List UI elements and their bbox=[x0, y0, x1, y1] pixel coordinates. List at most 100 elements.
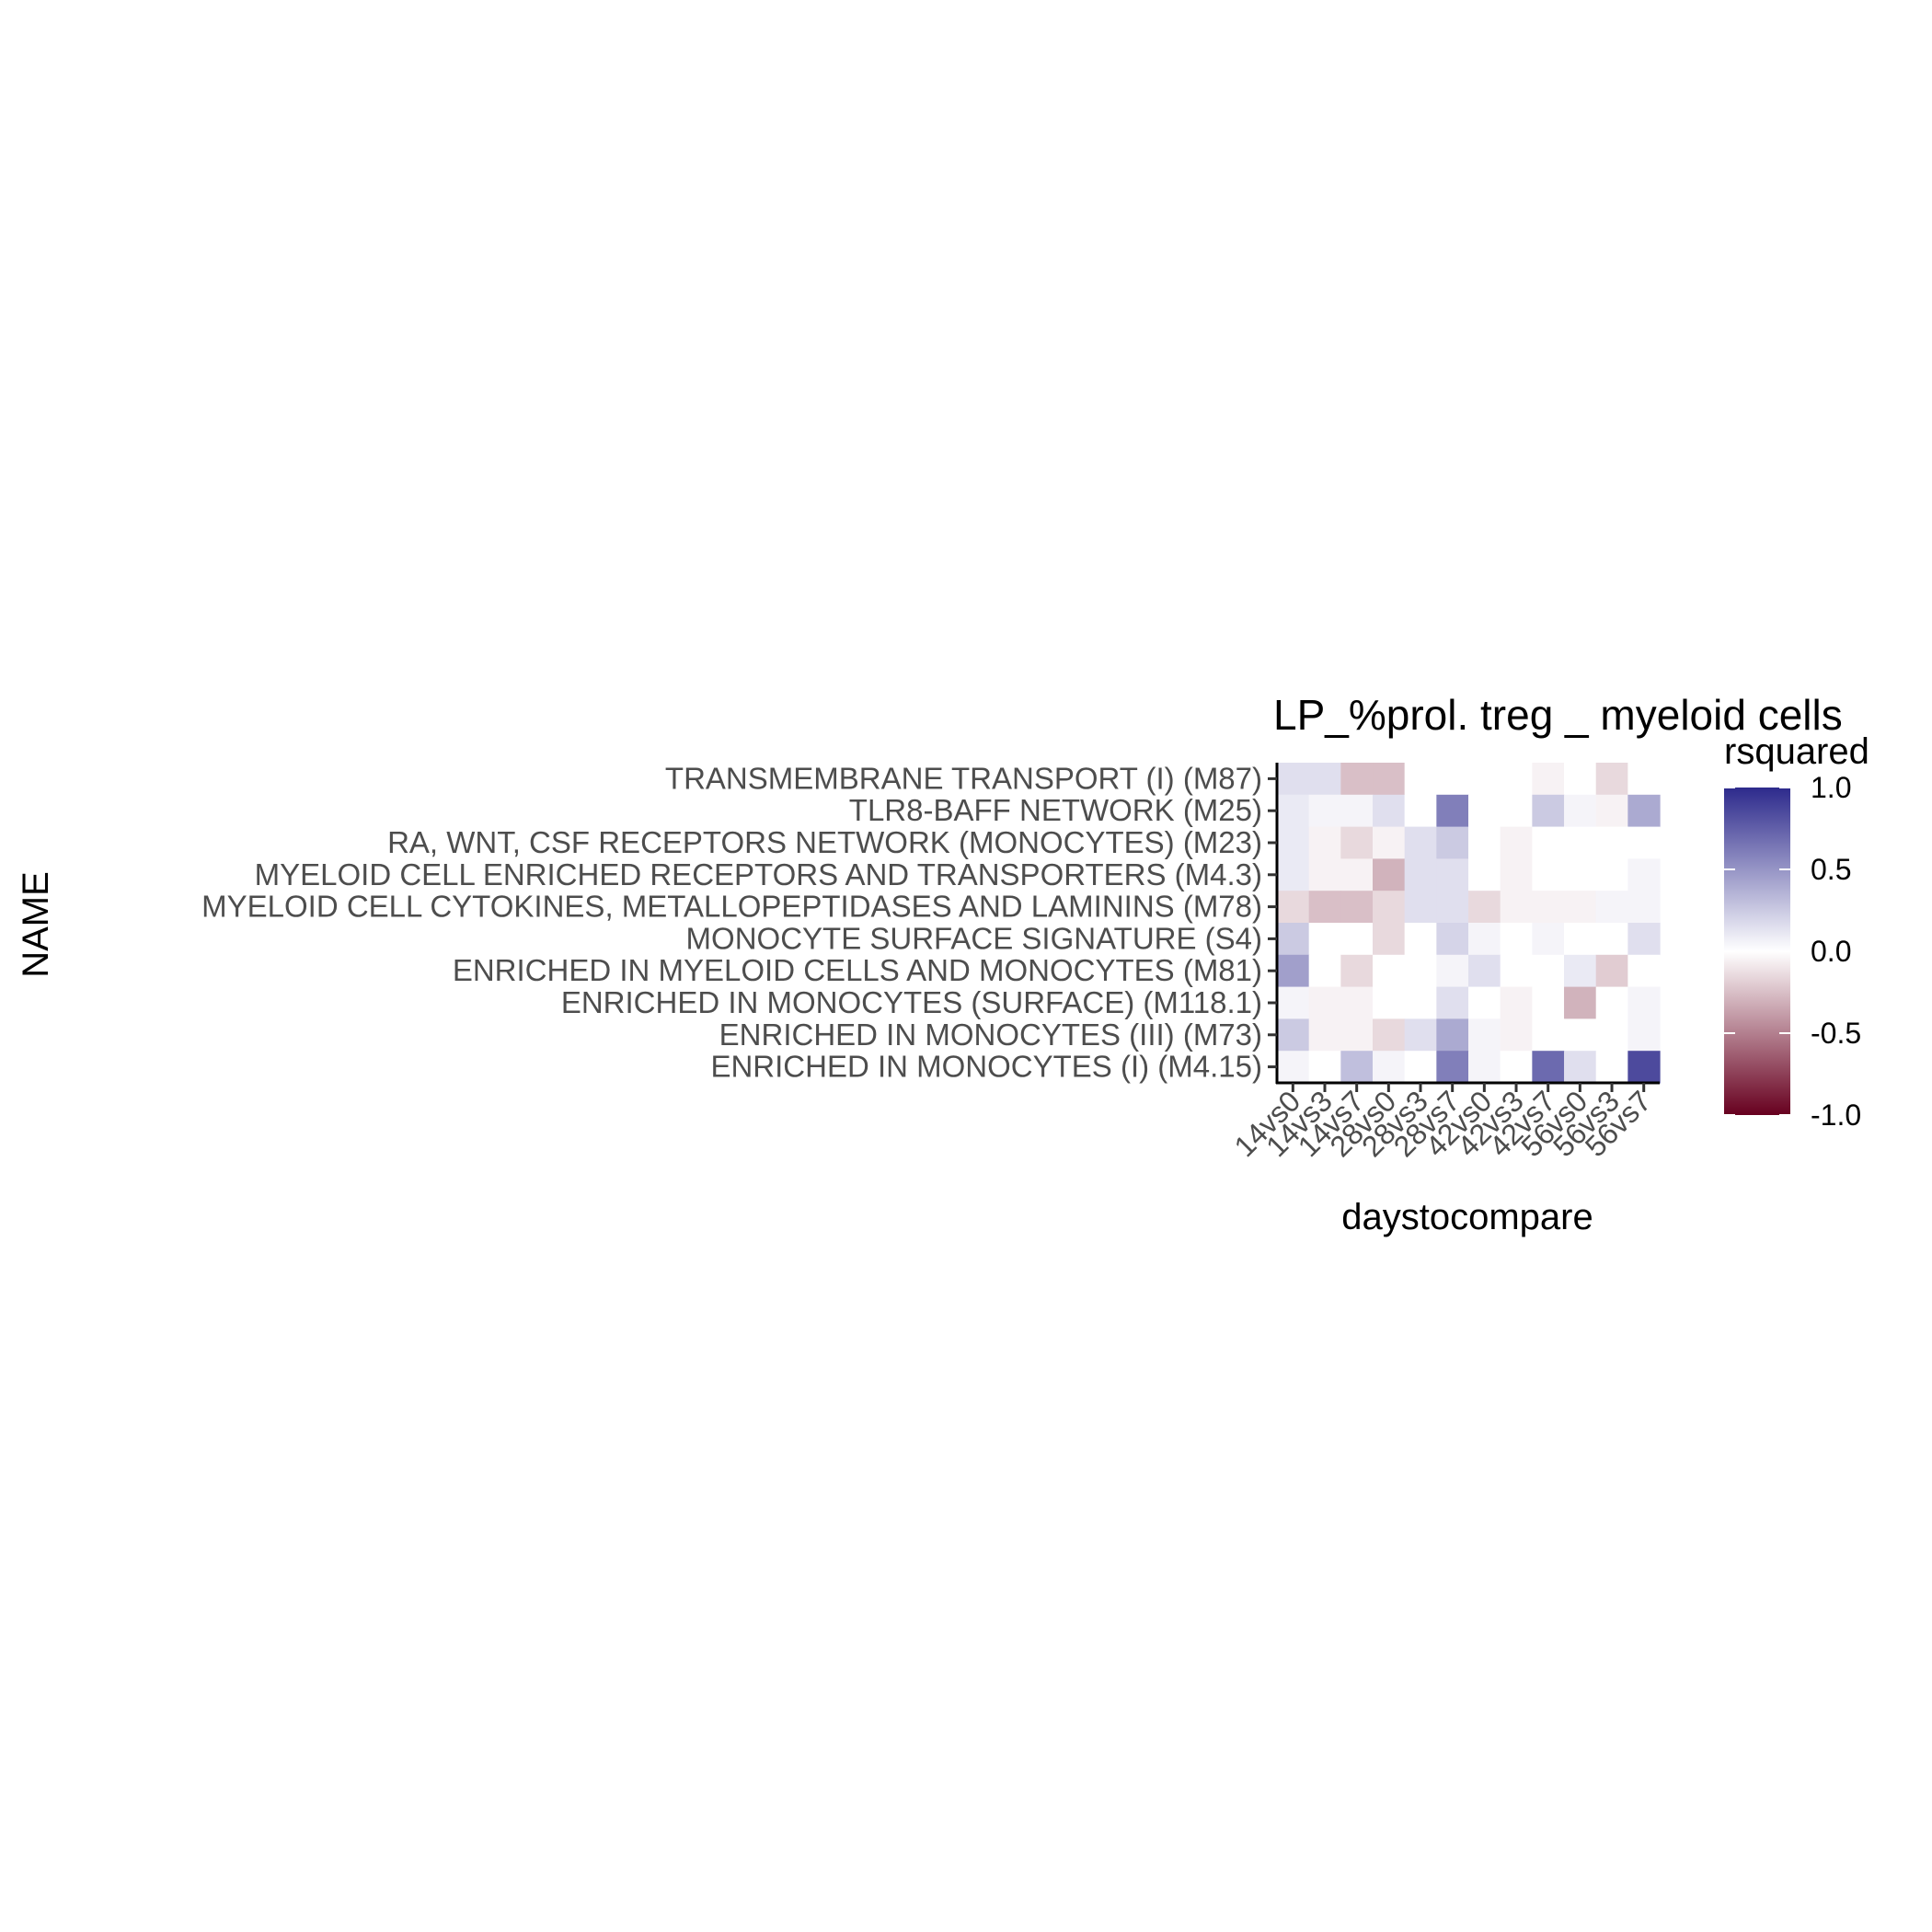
legend-title: rsquared bbox=[1724, 731, 1869, 772]
heatmap-cell bbox=[1340, 1018, 1374, 1052]
y-tick-label: MYELOID CELL CYTOKINES, METALLOPEPTIDASE… bbox=[201, 890, 1262, 924]
heatmap-cell bbox=[1340, 1051, 1374, 1084]
heatmap-cell bbox=[1436, 763, 1469, 796]
heatmap-cell bbox=[1340, 763, 1374, 796]
legend-tick-label: 1.0 bbox=[1811, 771, 1851, 804]
heatmap-cell bbox=[1468, 986, 1501, 1019]
heatmap-cell bbox=[1532, 858, 1565, 891]
heatmap-cell bbox=[1308, 1051, 1341, 1084]
y-tick-label: ENRICHED IN MONOCYTES (III) (M73) bbox=[719, 1018, 1262, 1052]
x-axis-title: daystocompare bbox=[1341, 1197, 1593, 1237]
y-axis-title: NAME bbox=[16, 871, 56, 978]
y-tick-label: RA, WNT, CSF RECEPTORS NETWORK (MONOCYTE… bbox=[387, 825, 1262, 859]
heatmap-cell bbox=[1500, 826, 1533, 859]
heatmap-cell bbox=[1436, 891, 1469, 924]
heatmap-cell bbox=[1340, 923, 1374, 956]
heatmap-cell bbox=[1468, 858, 1501, 891]
heatmap-cell bbox=[1277, 826, 1310, 859]
heatmap-cell bbox=[1373, 923, 1406, 956]
heatmap-cell bbox=[1373, 858, 1406, 891]
heatmap-cell bbox=[1627, 1018, 1661, 1052]
heatmap-cell bbox=[1468, 923, 1501, 956]
heatmap-cell bbox=[1308, 923, 1341, 956]
heatmap-cell bbox=[1436, 1018, 1469, 1052]
heatmap-cell bbox=[1373, 763, 1406, 796]
y-tick-label: MYELOID CELL ENRICHED RECEPTORS AND TRAN… bbox=[255, 857, 1262, 891]
heatmap-cell bbox=[1627, 986, 1661, 1019]
heatmap-cell bbox=[1564, 826, 1597, 859]
heatmap-cell bbox=[1500, 954, 1533, 988]
heatmap-cell bbox=[1277, 891, 1310, 924]
heatmap-cell bbox=[1595, 1051, 1628, 1084]
heatmap-cell bbox=[1532, 986, 1565, 1019]
heatmap-cell bbox=[1308, 826, 1341, 859]
heatmap-cell bbox=[1595, 826, 1628, 859]
heatmap-cell bbox=[1595, 954, 1628, 988]
heatmap-cell bbox=[1436, 986, 1469, 1019]
heatmap-cell bbox=[1532, 794, 1565, 828]
heatmap-cell bbox=[1468, 954, 1501, 988]
heatmap-cell bbox=[1595, 986, 1628, 1019]
heatmap-cell bbox=[1373, 986, 1406, 1019]
heatmap-cell bbox=[1468, 763, 1501, 796]
heatmap-cell bbox=[1340, 794, 1374, 828]
heatmap-cell bbox=[1340, 891, 1374, 924]
legend-tick-label: -0.5 bbox=[1811, 1017, 1861, 1050]
heatmap-cell bbox=[1340, 826, 1374, 859]
y-tick-label: MONOCYTE SURFACE SIGNATURE (S4) bbox=[686, 921, 1262, 955]
heatmap-cell bbox=[1564, 986, 1597, 1019]
heatmap-cell bbox=[1627, 763, 1661, 796]
heatmap-cell bbox=[1532, 923, 1565, 956]
heatmap-cell bbox=[1532, 826, 1565, 859]
heatmap-cell bbox=[1436, 858, 1469, 891]
y-tick-label: ENRICHED IN MYELOID CELLS AND MONOCYTES … bbox=[453, 953, 1262, 987]
heatmap-cell bbox=[1532, 1018, 1565, 1052]
heatmap-cell bbox=[1404, 763, 1437, 796]
heatmap-cell bbox=[1564, 858, 1597, 891]
heatmap-cell bbox=[1277, 763, 1310, 796]
heatmap-cell bbox=[1468, 1018, 1501, 1052]
heatmap-cell bbox=[1627, 954, 1661, 988]
heatmap-cell bbox=[1373, 1051, 1406, 1084]
heatmap-cell bbox=[1277, 1051, 1310, 1084]
heatmap-cell bbox=[1564, 954, 1597, 988]
heatmap-cell bbox=[1277, 858, 1310, 891]
heatmap-cell bbox=[1436, 1051, 1469, 1084]
heatmap-cells bbox=[1277, 763, 1661, 1084]
heatmap-cell bbox=[1468, 826, 1501, 859]
legend-tick-label: -1.0 bbox=[1811, 1098, 1861, 1132]
heatmap-cell bbox=[1436, 826, 1469, 859]
heatmap-cell bbox=[1595, 923, 1628, 956]
heatmap-cell bbox=[1500, 763, 1533, 796]
y-tick-label: ENRICHED IN MONOCYTES (SURFACE) (M118.1) bbox=[561, 985, 1262, 1019]
heatmap-cell bbox=[1404, 954, 1437, 988]
y-tick-label: TLR8-BAFF NETWORK (M25) bbox=[849, 793, 1262, 827]
heatmap-cell bbox=[1532, 763, 1565, 796]
heatmap-cell bbox=[1308, 794, 1341, 828]
heatmap-cell bbox=[1500, 858, 1533, 891]
heatmap-cell bbox=[1277, 986, 1310, 1019]
x-tick-labels: 14vs014vs314vs728vs028vs328vs742vs042vs3… bbox=[1227, 1083, 1658, 1163]
heatmap-cell bbox=[1404, 1051, 1437, 1084]
legend-ticks: 1.0 0.5 0.0 -0.5 -1.0 bbox=[1724, 771, 1861, 1132]
heatmap-cell bbox=[1277, 794, 1310, 828]
heatmap-cell bbox=[1468, 1051, 1501, 1084]
heatmap-cell bbox=[1308, 891, 1341, 924]
heatmap-cell bbox=[1500, 923, 1533, 956]
heatmap-cell bbox=[1595, 858, 1628, 891]
heatmap-cell bbox=[1595, 1018, 1628, 1052]
heatmap-cell bbox=[1500, 1051, 1533, 1084]
heatmap-cell bbox=[1373, 826, 1406, 859]
heatmap-cell bbox=[1436, 923, 1469, 956]
heatmap-cell bbox=[1277, 954, 1310, 988]
heatmap-cell bbox=[1404, 858, 1437, 891]
heatmap-cell bbox=[1595, 794, 1628, 828]
heatmap-cell bbox=[1500, 986, 1533, 1019]
heatmap-cell bbox=[1627, 826, 1661, 859]
color-legend: rsquared 1.0 0.5 0.0 -0.5 -1.0 bbox=[1724, 731, 1869, 1132]
heatmap-cell bbox=[1404, 923, 1437, 956]
heatmap-cell bbox=[1627, 891, 1661, 924]
heatmap-cell bbox=[1308, 1018, 1341, 1052]
heatmap-cell bbox=[1404, 794, 1437, 828]
